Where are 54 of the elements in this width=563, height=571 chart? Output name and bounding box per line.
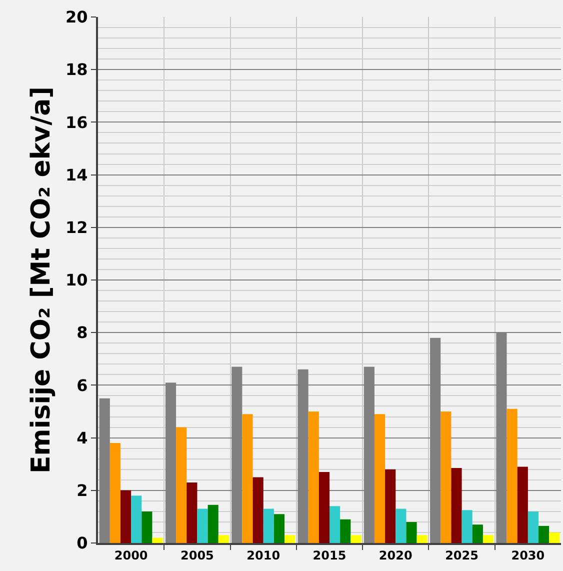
bar	[186, 482, 198, 543]
bar	[318, 472, 330, 543]
bar	[110, 443, 120, 543]
bar	[340, 519, 351, 543]
bar	[263, 508, 274, 543]
bar	[176, 427, 187, 543]
y-tick-label: 12	[66, 218, 88, 237]
bar	[197, 508, 208, 543]
bar	[252, 477, 264, 543]
x-tick-label: 2000	[114, 548, 148, 562]
x-tick-label: 2010	[246, 548, 280, 562]
bar	[416, 535, 428, 543]
bar	[284, 535, 296, 543]
y-tick-label: 6	[76, 376, 88, 395]
bar	[131, 496, 142, 543]
bar	[538, 526, 550, 543]
bar	[451, 468, 462, 543]
bar	[472, 524, 483, 543]
bar	[385, 469, 396, 543]
y-tick-label: 4	[76, 428, 88, 448]
bar	[528, 511, 539, 543]
bar	[142, 511, 152, 543]
bar	[152, 538, 163, 543]
bar	[549, 532, 560, 543]
y-tick-label: 2	[76, 481, 88, 500]
y-tick-label: 18	[66, 60, 88, 80]
y-tick-label: 8	[76, 323, 88, 342]
bar	[374, 414, 386, 543]
bar	[218, 535, 229, 543]
y-axis-title: Emisije CO₂ [Mt CO₂ ekv/a]	[26, 86, 56, 474]
bar	[440, 412, 452, 543]
x-tick-label: 2030	[511, 548, 545, 562]
bar	[330, 506, 340, 543]
bar	[208, 504, 218, 543]
bar	[406, 522, 417, 543]
bar	[506, 408, 518, 543]
bar	[120, 490, 132, 543]
bar	[350, 535, 362, 543]
bar	[308, 412, 319, 543]
bar	[462, 510, 472, 543]
bar	[274, 514, 285, 543]
x-tick-label: 2025	[445, 548, 478, 562]
y-tick-label: 16	[66, 112, 88, 132]
x-tick-label: 2005	[180, 548, 214, 562]
x-tick-label: 2020	[378, 548, 412, 562]
y-tick-label: 0	[76, 534, 88, 553]
bar	[242, 414, 253, 543]
bar	[396, 508, 406, 543]
y-tick-label: 14	[66, 165, 88, 184]
bar	[482, 535, 494, 543]
x-tick-label: 2015	[312, 548, 346, 562]
y-tick-label: 10	[66, 270, 88, 290]
bar	[517, 466, 528, 543]
y-tick-label: 20	[66, 8, 88, 27]
